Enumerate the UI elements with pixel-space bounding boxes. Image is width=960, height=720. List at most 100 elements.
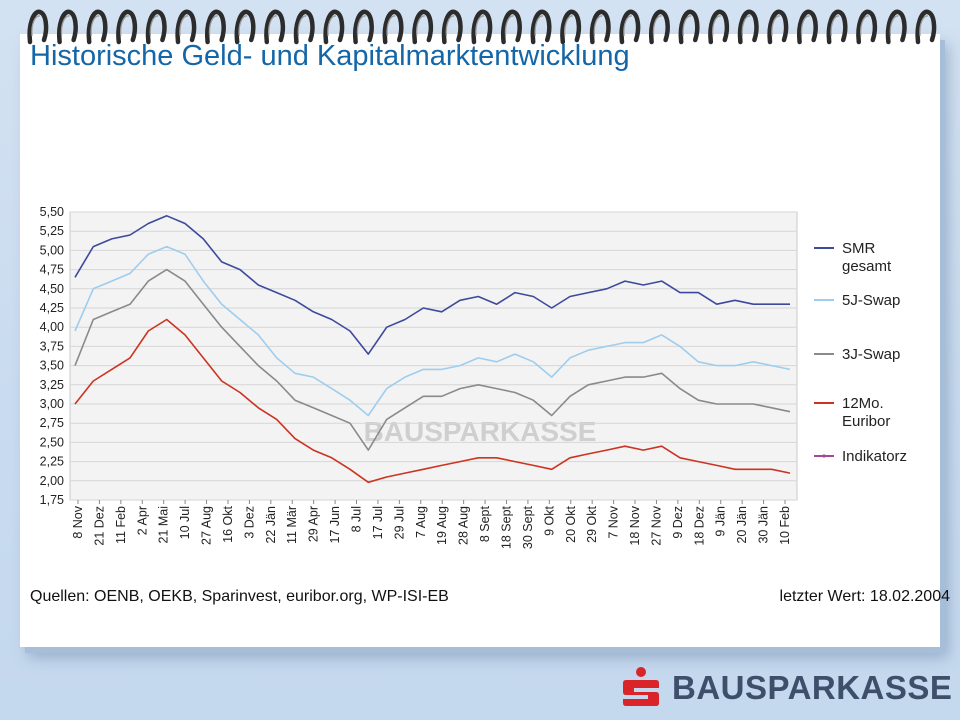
y-tick-label: 4,00	[40, 320, 64, 334]
binder-ring	[648, 9, 670, 45]
x-tick-label: 10 Feb	[778, 506, 792, 545]
y-tick-label: 5,50	[40, 205, 64, 219]
binder-ring	[145, 9, 167, 45]
binder-ring	[856, 9, 878, 45]
x-tick-label: 29 Apr	[307, 506, 321, 542]
x-tick-label: 21 Mai	[157, 506, 171, 544]
binder-ring	[500, 9, 522, 45]
binder-ring	[116, 9, 138, 45]
x-tick-label: 7 Aug	[414, 506, 428, 538]
x-tick-label: 30 Sept	[521, 505, 535, 549]
x-tick-label: 11 Feb	[114, 506, 128, 544]
binder-ring	[885, 9, 907, 45]
binder-ring	[678, 9, 700, 45]
x-tick-label: 2 Apr	[135, 506, 149, 535]
binder-ring	[27, 9, 49, 45]
x-tick-label: 11 Mär	[285, 506, 299, 544]
x-tick-label: 17 Jun	[328, 506, 342, 544]
x-tick-label: 8 Nov	[71, 505, 85, 538]
binder-ring	[826, 9, 848, 45]
x-tick-label: 3 Dez	[242, 506, 256, 539]
x-tick-label: 21 Dez	[92, 506, 106, 546]
x-tick-label: 27 Nov	[649, 505, 663, 545]
x-tick-label: 9 Dez	[671, 506, 685, 539]
legend-label: Euribor	[842, 413, 890, 430]
brand-name: BAUSPARKASSE	[672, 669, 953, 706]
y-tick-label: 2,75	[40, 416, 64, 430]
brand-logo: BAUSPARKASSE	[620, 664, 952, 710]
x-tick-label: 18 Nov	[628, 505, 642, 545]
binder-ring	[589, 9, 611, 45]
binder-ring	[56, 9, 78, 45]
x-tick-label: 9 Jän	[714, 506, 728, 537]
x-tick-label: 20 Okt	[564, 505, 578, 542]
x-tick-label: 8 Jul	[350, 506, 364, 532]
legend-label: 12Mo.	[842, 395, 884, 412]
watermark-text: BAUSPARKASSE	[364, 416, 597, 447]
legend-label: 3J-Swap	[842, 346, 900, 363]
legend-item: 5J-Swap	[814, 292, 900, 309]
last-value-note: letzter Wert: 18.02.2004	[779, 588, 950, 605]
y-tick-label: 5,00	[40, 243, 64, 257]
binder-ring	[352, 9, 374, 45]
y-tick-label: 4,50	[40, 282, 64, 296]
x-tick-label: 22 Jän	[264, 506, 278, 544]
legend-label: 5J-Swap	[842, 292, 900, 309]
x-tick-label: 29 Jul	[392, 506, 406, 539]
legend-label: Indikatorz	[842, 448, 907, 465]
binder-ring	[234, 9, 256, 45]
binder-ring	[708, 9, 730, 45]
binder-ring	[293, 9, 315, 45]
y-tick-label: 1,75	[40, 493, 64, 507]
binder-rings	[27, 9, 937, 45]
page-title: Historische Geld- und Kapitalmarktentwic…	[30, 40, 630, 72]
binder-ring	[382, 9, 404, 45]
binder-ring	[737, 9, 759, 45]
legend-marker	[822, 454, 826, 458]
series-line-smr-gesamt	[74, 215, 790, 355]
x-tick-label: 7 Nov	[607, 505, 621, 538]
y-tick-label: 3,50	[40, 359, 64, 373]
sources-note: Quellen: OENB, OEKB, Sparinvest, euribor…	[30, 588, 449, 605]
x-tick-label: 16 Okt	[221, 505, 235, 542]
x-tick-label: 9 Okt	[542, 505, 556, 535]
binder-ring	[204, 9, 226, 45]
binder-ring	[767, 9, 789, 45]
binder-ring	[915, 9, 937, 45]
x-tick-label: 8 Sept	[478, 505, 492, 542]
x-tick-label: 17 Jul	[371, 506, 385, 539]
legend-label: SMR	[842, 240, 876, 257]
binder-ring	[560, 9, 582, 45]
binder-ring	[264, 9, 286, 45]
series-line-12mo-euribor	[74, 318, 791, 484]
x-tick-label: 28 Aug	[457, 506, 471, 545]
binder-ring	[412, 9, 434, 45]
legend-item: Indikatorz	[814, 448, 907, 465]
series-line-3j-swap	[74, 268, 791, 451]
y-tick-label: 3,25	[40, 378, 64, 392]
y-tick-label: 2,00	[40, 474, 64, 488]
y-tick-label: 4,25	[40, 301, 64, 315]
sparkasse-s-icon	[623, 667, 659, 706]
y-tick-label: 5,25	[40, 224, 64, 238]
legend-item: 3J-Swap	[814, 346, 900, 363]
x-tick-label: 29 Okt	[585, 505, 599, 542]
x-tick-label: 10 Jul	[178, 506, 192, 539]
binder-ring	[175, 9, 197, 45]
y-tick-label: 3,00	[40, 397, 64, 411]
y-tick-label: 2,50	[40, 435, 64, 449]
binder-ring	[323, 9, 345, 45]
x-tick-label: 19 Aug	[435, 506, 449, 545]
x-tick-label: 30 Jän	[757, 506, 771, 544]
x-tick-label: 18 Dez	[692, 506, 706, 546]
legend-label: gesamt	[842, 258, 892, 275]
binder-ring	[796, 9, 818, 45]
y-tick-label: 3,75	[40, 339, 64, 353]
binder-ring	[471, 9, 493, 45]
y-tick-label: 2,25	[40, 455, 64, 469]
binder-ring	[86, 9, 108, 45]
x-tick-label: 20 Jän	[735, 506, 749, 544]
binder-ring	[441, 9, 463, 45]
